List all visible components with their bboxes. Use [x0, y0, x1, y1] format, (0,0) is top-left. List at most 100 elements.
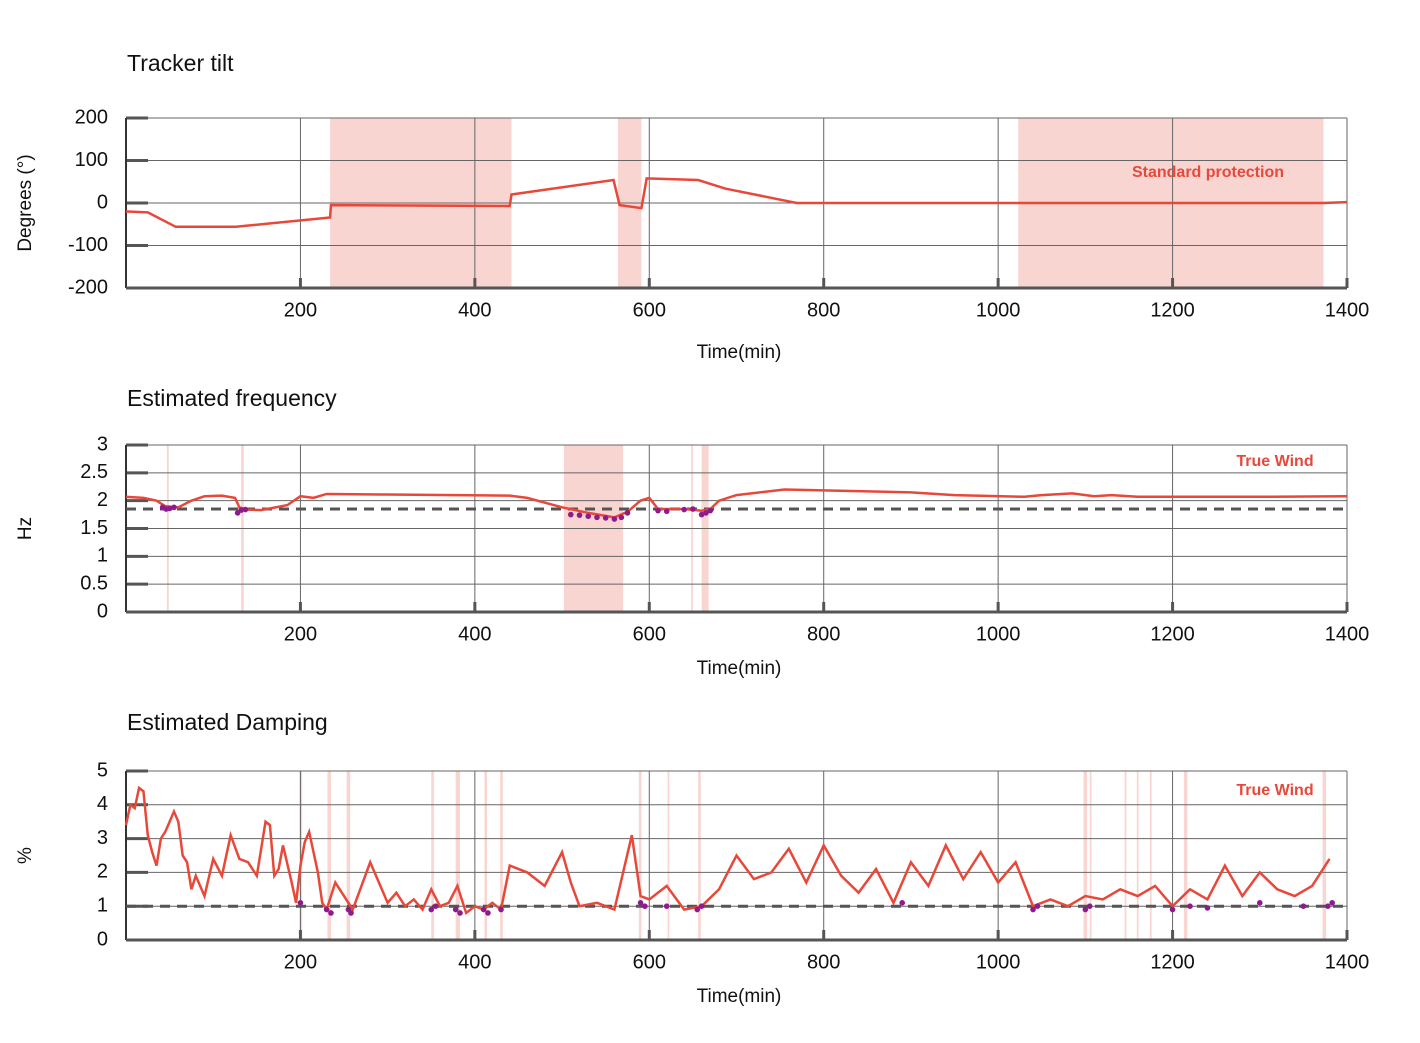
- y-tick-label: 1: [97, 894, 108, 916]
- data-point: [1169, 906, 1176, 913]
- shaded-band: [1124, 771, 1127, 940]
- data-point: [703, 510, 709, 516]
- data-point: [1082, 906, 1089, 913]
- shaded-band: [638, 771, 642, 940]
- x-tick-label: 1000: [976, 299, 1021, 321]
- shaded-band: [1136, 771, 1139, 940]
- shaded-band: [346, 771, 351, 940]
- data-point: [576, 512, 583, 518]
- annotation: Standard protection: [1132, 164, 1284, 181]
- x-tick-label: 600: [633, 623, 666, 645]
- x-tick-label: 400: [458, 951, 491, 973]
- y-tick-label: 1.5: [80, 517, 108, 539]
- x-tick-label: 1000: [976, 951, 1021, 973]
- x-tick-label: 1200: [1150, 299, 1195, 321]
- data-point: [166, 505, 173, 512]
- shaded-band: [431, 771, 434, 940]
- x-tick-label: 1400: [1325, 623, 1370, 645]
- y-axis-label: Hz: [15, 517, 36, 540]
- chart-title: Tracker tilt: [127, 50, 234, 76]
- y-tick-label: -100: [68, 234, 108, 256]
- x-tick-label: 400: [458, 623, 491, 645]
- x-tick-label: 600: [633, 299, 666, 321]
- data-point: [698, 903, 705, 909]
- shaded-band: [500, 771, 503, 940]
- y-tick-label: 0.5: [80, 572, 108, 594]
- x-axis-label: Time(min): [697, 986, 782, 1007]
- y-tick-label: 3: [97, 827, 108, 849]
- x-axis-label: Time(min): [697, 342, 782, 363]
- shaded-band: [667, 771, 670, 940]
- data-point: [567, 511, 574, 518]
- data-point: [637, 900, 644, 906]
- data-point: [1204, 905, 1211, 911]
- data-line: [125, 488, 1348, 519]
- y-tick-label: 0: [97, 600, 108, 622]
- y-tick-label: 2: [97, 489, 108, 511]
- data-line: [124, 785, 1331, 916]
- x-tick-label: 200: [284, 951, 317, 973]
- y-tick-label: 1: [97, 545, 108, 567]
- x-tick-label: 1200: [1150, 951, 1195, 973]
- data-point: [594, 514, 600, 521]
- y-tick-label: 0: [97, 928, 108, 950]
- data-point: [585, 513, 592, 520]
- data-line: [125, 177, 1348, 229]
- data-point: [297, 900, 304, 906]
- shaded-band: [484, 771, 488, 940]
- x-tick-label: 1000: [976, 623, 1021, 645]
- data-point: [171, 504, 177, 511]
- data-point: [694, 906, 701, 913]
- annotation: True Wind: [1236, 782, 1313, 799]
- data-point: [602, 515, 609, 521]
- x-tick-label: 200: [284, 299, 317, 321]
- data-point: [498, 906, 504, 913]
- shaded-band: [1089, 771, 1092, 940]
- x-tick-label: 400: [458, 299, 491, 321]
- shaded-band: [698, 771, 701, 940]
- data-point: [452, 906, 459, 913]
- x-tick-label: 600: [633, 951, 666, 973]
- data-point: [698, 511, 705, 518]
- data-point: [242, 506, 249, 513]
- data-point: [328, 910, 334, 916]
- data-point: [690, 506, 696, 512]
- data-point: [348, 910, 354, 916]
- data-point: [1300, 903, 1307, 909]
- shaded-band: [327, 771, 331, 940]
- data-point: [624, 510, 631, 516]
- x-tick-label: 1400: [1325, 951, 1370, 973]
- y-tick-label: -200: [68, 276, 108, 298]
- data-point: [485, 910, 491, 916]
- data-point: [1325, 903, 1331, 909]
- chart-title: Estimated frequency: [127, 385, 337, 411]
- chart-title: Estimated Damping: [127, 709, 328, 735]
- data-point: [1329, 900, 1335, 906]
- y-tick-label: 100: [75, 149, 108, 171]
- data-point: [238, 507, 244, 513]
- x-axis-label: Time(min): [697, 658, 782, 679]
- annotation: True Wind: [1236, 453, 1313, 470]
- data-point: [642, 903, 648, 909]
- y-tick-label: 5: [97, 759, 108, 781]
- y-tick-label: 2.5: [80, 461, 108, 483]
- shaded-band: [1083, 771, 1088, 940]
- data-point: [618, 514, 625, 521]
- shaded-band: [1183, 771, 1188, 940]
- x-tick-label: 1400: [1325, 299, 1370, 321]
- data-point: [1256, 900, 1263, 906]
- y-tick-label: 200: [75, 106, 108, 128]
- data-point: [681, 506, 687, 513]
- data-point: [663, 903, 670, 909]
- y-axis-label: Degrees (°): [15, 154, 36, 251]
- shaded-band: [1322, 771, 1327, 940]
- y-tick-label: 3: [97, 433, 108, 455]
- x-tick-label: 800: [807, 951, 840, 973]
- y-tick-label: 2: [97, 861, 108, 883]
- data-point: [1086, 903, 1093, 909]
- data-point: [323, 906, 330, 913]
- shaded-band: [1149, 771, 1152, 940]
- data-point: [432, 903, 439, 909]
- data-point: [1030, 906, 1036, 913]
